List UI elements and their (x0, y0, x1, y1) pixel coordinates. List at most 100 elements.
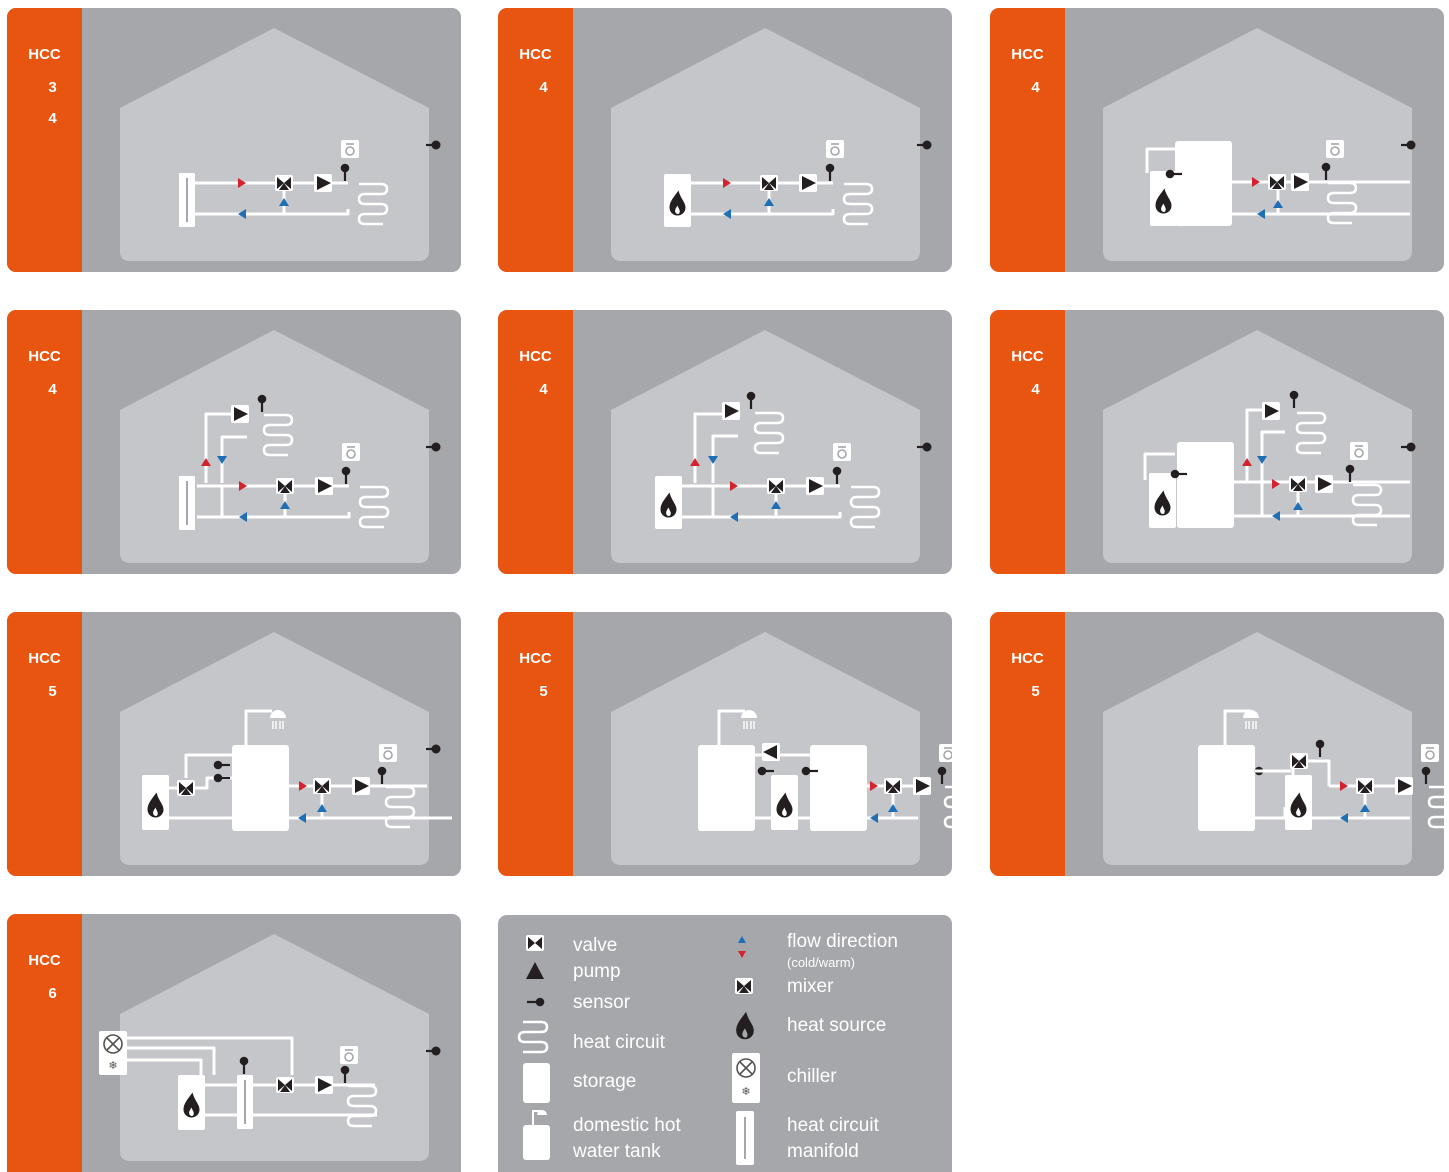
cold-flow-arrow-icon (239, 512, 247, 522)
outdoor-sensor-icon (917, 140, 932, 150)
sensor-icon (937, 766, 947, 784)
system-diagram (611, 330, 932, 563)
system-diagram (611, 28, 932, 261)
diagram-card-2[interactable]: HCC 4 (498, 8, 952, 272)
sensor-icon (1289, 390, 1299, 408)
hcc-label: HCC (28, 650, 61, 667)
warm-flow-arrow-icon (299, 781, 307, 791)
hcc-number: 4 (48, 110, 57, 127)
hcc-label: HCC (1011, 650, 1044, 667)
flow-arrow-down-icon (217, 456, 227, 464)
mixer-valve-icon (275, 175, 293, 191)
pump-icon (799, 174, 817, 192)
legend-sensor-label: sensor (573, 992, 631, 1013)
pump-icon (806, 477, 824, 495)
heat-circuit-manifold-icon (237, 1075, 253, 1129)
hcc-label: HCC (1011, 46, 1044, 63)
sensor-icon (1421, 766, 1431, 784)
warm-flow-arrow-icon (1252, 177, 1260, 187)
sensor-icon (1321, 162, 1331, 180)
sensor-icon (832, 466, 842, 484)
flow-arrow-up-icon (201, 458, 211, 466)
mixer-valve-icon (313, 778, 331, 794)
heat-source-boiler-icon (655, 476, 682, 529)
diagram-card-8[interactable]: HCC 5 (498, 612, 952, 876)
heat-circuit-coil-icon (1295, 411, 1327, 455)
legend-dhw-label-2: water tank (573, 1141, 661, 1162)
diagram-card-1[interactable]: HCC 3 4 (7, 8, 461, 272)
pump-icon (1262, 402, 1280, 420)
house-outline (120, 330, 429, 563)
outdoor-sensor-icon (426, 140, 441, 150)
mixer-valve-icon (1356, 778, 1374, 794)
hcc-number: 4 (1031, 381, 1040, 398)
shower-icon (1243, 710, 1259, 729)
flow-arrow-up-icon (690, 458, 700, 466)
sensor-icon (825, 163, 835, 181)
flow-arrow-up-icon (1242, 458, 1252, 466)
mixer-valve-icon (1290, 753, 1308, 769)
legend-heat-circuit-label: heat circuit (573, 1032, 665, 1053)
hcc-number: 4 (48, 381, 57, 398)
pump-icon (315, 477, 333, 495)
heat-circuit-coil-icon (357, 182, 389, 226)
pump-icon (231, 405, 249, 423)
heat-circuit-coil-icon (384, 785, 416, 829)
legend-storage-label: storage (573, 1071, 637, 1092)
diagram-card-9[interactable]: HCC 5 (990, 612, 1444, 876)
heat-circuit-manifold-icon (179, 173, 195, 227)
flow-direction-icon (738, 936, 746, 958)
warm-flow-arrow-icon (870, 781, 878, 791)
sensor-icon (213, 760, 230, 770)
cold-flow-arrow-icon (870, 813, 878, 823)
hcc-tab: HCC 5 (7, 612, 82, 876)
system-diagram (120, 330, 441, 563)
hcc-number: 4 (539, 381, 548, 398)
diagram-card-6[interactable]: HCC 4 (990, 310, 1444, 574)
outdoor-sensor-icon (917, 442, 932, 452)
hcc-number: 4 (1031, 79, 1040, 96)
heat-circuit-coil-icon (358, 485, 390, 529)
domestic-hot-water-tank-icon (232, 745, 289, 831)
hcc-number: 4 (539, 79, 548, 96)
mixer-valve-icon (276, 478, 294, 494)
heat-source-boiler-icon (1285, 775, 1312, 830)
diagram-card-7[interactable]: HCC 5 (7, 612, 461, 876)
room-thermostat-icon (341, 140, 359, 158)
legend: ❄ valve pump sensor heat circuit storage… (498, 915, 952, 1172)
sensor-icon (340, 1065, 350, 1083)
flow-arrow-up-icon (1360, 804, 1370, 812)
diagram-card-4[interactable]: HCC 4 (7, 310, 461, 574)
hcc-tab: HCC 4 (498, 310, 573, 574)
sensor-icon (257, 394, 267, 412)
sensor-icon (1170, 469, 1187, 479)
hcc-number: 5 (539, 683, 548, 700)
flow-arrow-up-icon (280, 501, 290, 509)
outdoor-sensor-icon (426, 744, 441, 754)
cold-flow-arrow-icon (1272, 511, 1280, 521)
diagram-card-10[interactable]: HCC 6 ❄ (7, 914, 461, 1172)
storage-tank-icon (810, 745, 867, 831)
flow-arrow-down-icon (1257, 456, 1267, 464)
outdoor-sensor-icon (1401, 442, 1416, 452)
heat-circuit-coil-icon (262, 413, 294, 457)
heat-circuit-manifold-icon (179, 476, 195, 530)
heat-source-boiler-icon (1149, 473, 1176, 528)
hcc-number: 5 (1031, 683, 1040, 700)
hcc-tab: HCC 5 (498, 612, 573, 876)
hcc-number: 3 (48, 79, 57, 96)
svg-text:❄: ❄ (108, 1059, 117, 1072)
hcc-tab: HCC 6 (7, 914, 82, 1172)
flow-arrow-up-icon (1293, 502, 1303, 510)
warm-flow-arrow-icon (1272, 479, 1280, 489)
pump-icon (1291, 173, 1309, 191)
sensor-icon (527, 997, 545, 1007)
system-diagram (611, 632, 952, 865)
pump-icon (913, 777, 931, 795)
legend-heat-source-label: heat source (787, 1015, 887, 1036)
diagram-card-5[interactable]: HCC 4 (498, 310, 952, 574)
heat-circuit-coil-icon (753, 411, 785, 455)
diagram-card-3[interactable]: HCC 4 (990, 8, 1444, 272)
legend-manifold-label-2: manifold (787, 1141, 859, 1162)
pump-icon (526, 962, 544, 979)
